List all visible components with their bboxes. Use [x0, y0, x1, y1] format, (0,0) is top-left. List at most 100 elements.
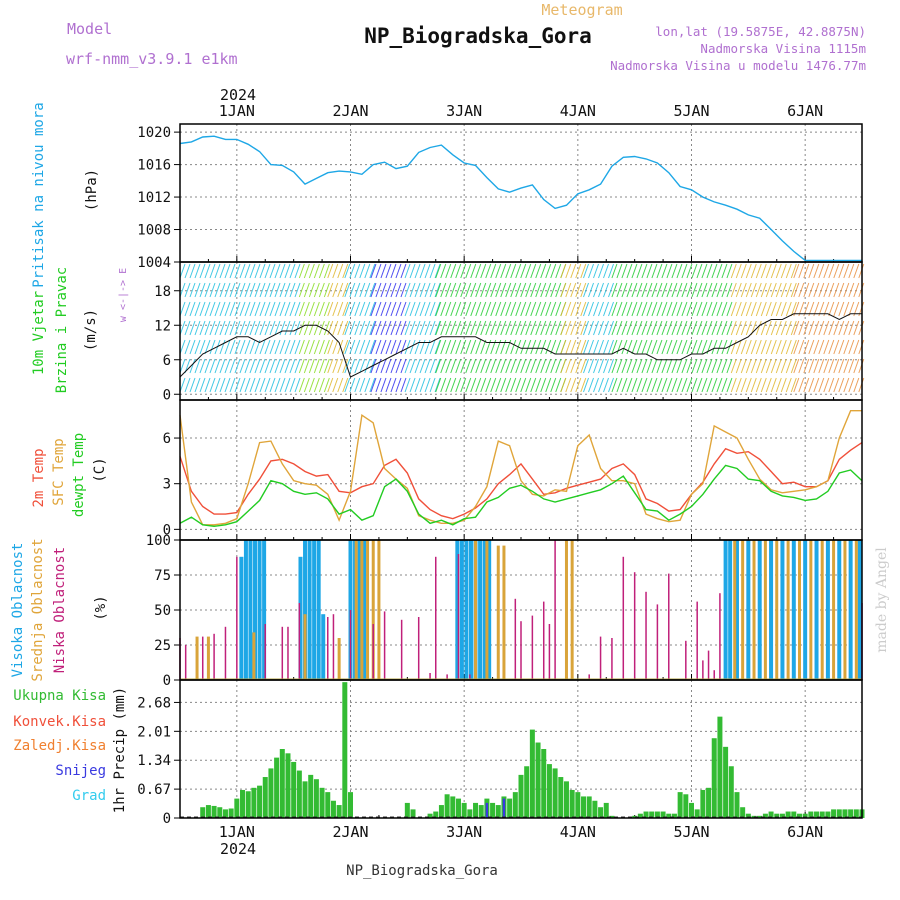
- wind-barb: [323, 339, 330, 355]
- wind-barb: [199, 377, 206, 393]
- wind-barb: [450, 301, 457, 317]
- wind-barb: [848, 301, 855, 317]
- precip-bar: [791, 811, 797, 818]
- wind-barb: [611, 301, 618, 317]
- wind-barb: [545, 301, 552, 317]
- wind-barb: [651, 320, 658, 336]
- wind-barb: [224, 301, 231, 317]
- wind-barb: [460, 320, 467, 336]
- high-cloud-bar: [262, 540, 267, 680]
- wind-barb: [485, 377, 492, 393]
- wind-barb: [525, 377, 532, 393]
- precip-bar: [240, 789, 246, 818]
- wind-barb: [429, 339, 436, 355]
- wind-barb: [525, 339, 532, 355]
- wind-barb: [583, 339, 589, 355]
- wind-barb: [545, 339, 552, 355]
- wind-barb: [631, 301, 638, 317]
- wind-barb: [745, 358, 752, 374]
- wind-barb: [540, 301, 547, 317]
- wind-barb: [490, 377, 497, 393]
- wind-barb: [823, 263, 830, 279]
- wind-barb: [404, 301, 411, 317]
- wind-barb: [828, 301, 835, 317]
- wind-barb: [455, 377, 462, 393]
- wind-barb: [294, 282, 301, 298]
- wind-barb: [848, 358, 855, 374]
- wind-barb: [244, 320, 251, 336]
- wind-barb: [342, 282, 349, 298]
- wind-barb: [583, 377, 589, 393]
- precip-bar: [745, 813, 751, 818]
- wind-barb: [626, 339, 633, 355]
- wind-barb: [575, 358, 582, 374]
- snow-bar: [485, 802, 489, 818]
- wind-barb: [608, 339, 614, 355]
- temperature-y-tick-label: 0: [163, 522, 171, 538]
- wind-barb: [470, 301, 477, 317]
- wind-barb: [721, 339, 728, 355]
- mid-cloud-bar: [337, 638, 341, 680]
- wind-barb: [229, 377, 236, 393]
- precip-bar: [461, 802, 467, 818]
- wind-barb: [369, 263, 376, 279]
- wind-barb: [701, 263, 708, 279]
- wind-barb: [735, 263, 742, 279]
- wind-barb: [254, 358, 261, 374]
- wind-barb: [189, 339, 196, 355]
- low-cloud-bar: [707, 650, 710, 680]
- wind-barb: [385, 377, 392, 393]
- wind-barb: [621, 282, 628, 298]
- precip-bar: [683, 794, 689, 818]
- sfc-temp-ylabel: SFC Temp: [51, 438, 67, 505]
- wind-barb: [269, 358, 276, 374]
- wind-barb: [740, 263, 747, 279]
- clouds-y-tick-label: 75: [154, 568, 171, 584]
- wind-barb: [671, 339, 678, 355]
- precip-bar: [234, 798, 240, 818]
- wind-barb: [580, 301, 587, 317]
- wind-barb: [793, 320, 800, 336]
- wind-barb: [490, 263, 497, 279]
- wind-barb: [651, 377, 658, 393]
- precip-bar: [541, 749, 547, 818]
- precip-bar: [654, 811, 660, 818]
- precip-bar: [325, 792, 331, 818]
- high-cloud-bar: [468, 540, 473, 680]
- wind-barb: [750, 282, 757, 298]
- wind-barb: [327, 358, 334, 374]
- wind-barb: [364, 339, 371, 355]
- wind-barb: [249, 320, 256, 336]
- wind-barb: [390, 301, 397, 317]
- precip-bar: [853, 809, 859, 818]
- wind-barb: [239, 301, 246, 317]
- low-cloud-bar: [435, 556, 437, 680]
- wind-barb: [485, 263, 492, 279]
- wind-barb: [390, 320, 397, 336]
- precip-bar: [285, 753, 291, 818]
- precip-bar: [569, 789, 575, 818]
- wind-barb: [455, 301, 462, 317]
- high-cloud-bar: [734, 540, 739, 680]
- precip-bar: [785, 811, 791, 818]
- clouds-y-tick-label: 25: [154, 638, 171, 654]
- wind-barb: [234, 301, 241, 317]
- wind-barb: [691, 377, 698, 393]
- wind-barb: [395, 263, 402, 279]
- wind-barb: [706, 301, 713, 317]
- pressure-panel: 1020 1016 1012 1008 1004: [137, 124, 863, 271]
- wind-barb: [656, 282, 663, 298]
- wind-barb: [209, 320, 216, 336]
- mid-cloud-bar: [797, 540, 801, 680]
- wind-barb: [505, 301, 512, 317]
- precip-bar: [814, 811, 820, 818]
- wind-barb: [349, 358, 356, 374]
- wind-barb: [775, 301, 782, 317]
- precip-bar: [666, 813, 672, 818]
- precip-bar: [313, 779, 319, 818]
- precip-bar: [342, 682, 348, 818]
- wind-barb: [480, 320, 487, 336]
- wind-barb: [550, 377, 557, 393]
- wind-barb: [219, 358, 226, 374]
- bottom-day-label: 6JAN: [787, 823, 823, 841]
